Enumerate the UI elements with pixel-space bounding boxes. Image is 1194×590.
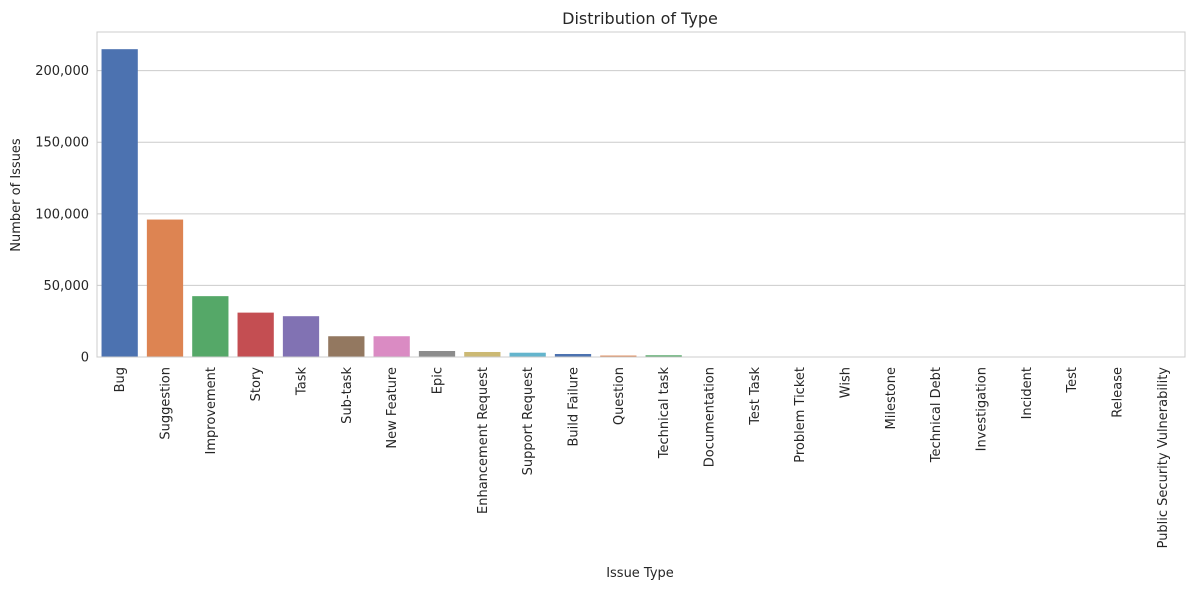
bar-bug (101, 49, 138, 358)
x-tick-label: Test Task (748, 367, 763, 426)
bar-support-request (509, 352, 546, 357)
x-tick-label: Incident (1020, 367, 1035, 419)
bar-epic (418, 350, 456, 357)
bar-improvement (192, 296, 229, 357)
x-tick-label: Suggestion (159, 367, 174, 440)
y-tick-label: 200,000 (35, 64, 89, 79)
x-tick-label: Bug (113, 367, 128, 392)
x-tick-label: Question (612, 367, 627, 425)
x-tick-labels: Bug Suggestion Improvement Story Task Sub-tas… (113, 367, 1171, 549)
x-tick-label: Task (295, 367, 310, 397)
x-tick-label: Support Request (521, 367, 536, 475)
y-tick-label: 100,000 (35, 207, 89, 222)
bar-question (600, 355, 637, 357)
x-axis-label: Issue Type (606, 566, 674, 581)
x-tick-label: Wish (839, 367, 854, 398)
x-tick-label: Documentation (703, 367, 718, 467)
bar-task (282, 316, 320, 357)
bar-build-failure (554, 353, 592, 357)
x-tick-label: Public Security Vulnerability (1156, 367, 1171, 549)
x-tick-label: Milestone (884, 367, 899, 430)
x-tick-label: Technical task (657, 367, 672, 460)
x-tick-label: Investigation (975, 367, 990, 451)
bar-suggestion (146, 219, 184, 357)
y-tick-label: 150,000 (35, 136, 89, 151)
x-tick-label: Release (1111, 367, 1126, 418)
x-tick-label: Epic (431, 367, 446, 394)
y-axis-label: Number of Issues (9, 138, 24, 252)
x-tick-label: Improvement (204, 367, 219, 454)
x-tick-label: Enhancement Request (476, 367, 491, 514)
y-tick-label: 0 (81, 351, 89, 366)
x-tick-label: Build Failure (567, 367, 582, 447)
x-tick-label: New Feature (385, 367, 400, 449)
bar-sub-task (328, 336, 365, 357)
x-tick-label: Test (1065, 367, 1080, 394)
y-tick-label: 50,000 (44, 279, 90, 294)
plot-frame (96, 31, 1186, 358)
bar-technical-task (645, 355, 682, 357)
bar-enhancement-request (464, 351, 501, 357)
x-tick-label: Sub-task (340, 367, 355, 424)
bar-story (237, 312, 274, 357)
x-tick-label: Story (249, 367, 264, 402)
chart-title: Distribution of Type (562, 9, 718, 28)
bars (101, 49, 1181, 358)
x-tick-label: Problem Ticket (793, 367, 808, 463)
x-tick-label: Technical Debt (929, 367, 944, 463)
y-tick-labels: 0 50,000 100,000 150,000 200,000 (35, 64, 89, 365)
bar-new-feature (373, 336, 410, 357)
